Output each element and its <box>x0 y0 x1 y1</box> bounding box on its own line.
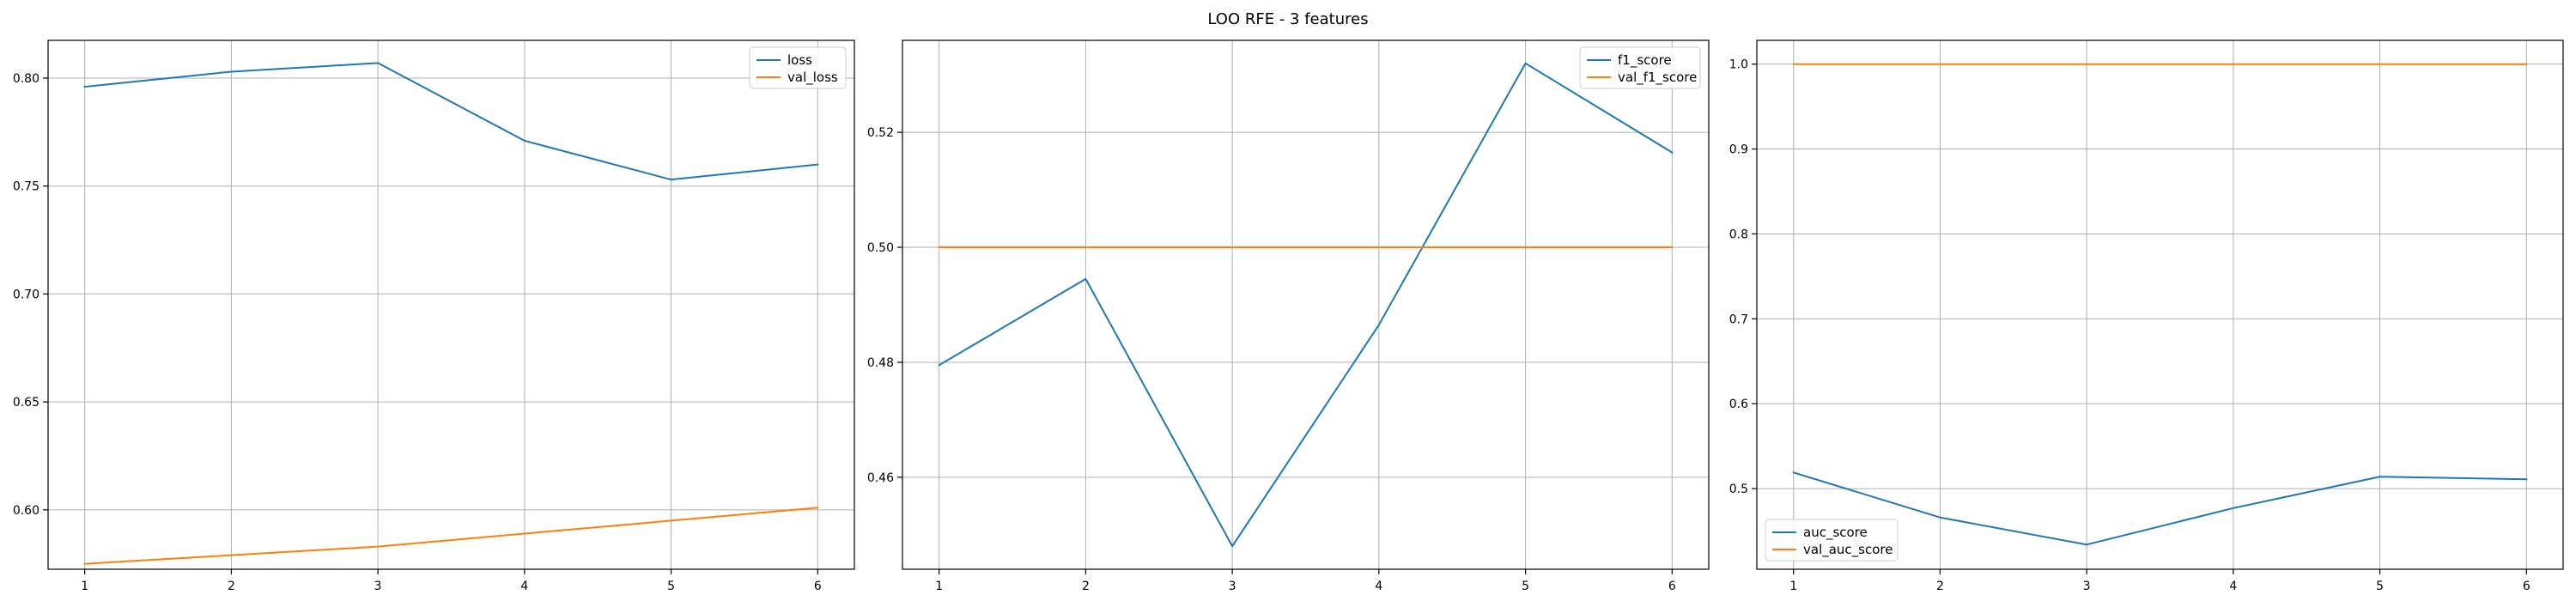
y-tick-label: 0.48 <box>867 356 894 370</box>
grid <box>48 40 854 569</box>
y-tick-label: 1.0 <box>1729 58 1748 72</box>
y-tick-label: 0.46 <box>867 471 894 485</box>
axes-frame <box>47 39 855 570</box>
subplot-1: 1 2 3 4 5 6 0.60 0.65 0.70 0.75 0.80 loss val_loss <box>13 39 855 593</box>
y-tick-label: 0.8 <box>1729 228 1748 241</box>
legend: loss val_loss <box>749 46 847 89</box>
y-tick-label: 0.9 <box>1729 143 1748 157</box>
legend-label-val_auc_score: val_auc_score <box>1803 542 1893 558</box>
x-tick-label: 2 <box>1936 580 1944 593</box>
x-tick-label: 5 <box>1522 580 1529 593</box>
x-tick-label: 1 <box>1789 580 1797 593</box>
y-tick-label: 0.75 <box>13 180 39 194</box>
y-tick-label: 0.50 <box>867 241 894 255</box>
subplot-3: 1 2 3 4 5 6 0.5 0.6 0.7 0.8 0.9 1.0 auc_scoreval_auc… <box>1729 39 2564 593</box>
legend-label-val_loss: val_loss <box>787 70 838 86</box>
legend-label-loss: loss <box>787 52 812 68</box>
x-tick-label: 3 <box>2083 580 2091 593</box>
legend-box <box>1765 519 1899 562</box>
x-tick-label: 1 <box>935 580 943 593</box>
series-line-val_loss <box>83 507 819 565</box>
grid <box>902 40 1709 569</box>
y-tick-label: 0.70 <box>13 288 39 301</box>
x-tick-label: 2 <box>228 580 235 593</box>
x-tick-label: 4 <box>2229 580 2237 593</box>
legend-label-val_f1_score: val_f1_score <box>1618 70 1697 86</box>
y-tick-label: 0.7 <box>1729 313 1748 326</box>
x-tick-label: 3 <box>1229 580 1236 593</box>
series-line-loss <box>83 62 819 181</box>
legend-label-auc_score: auc_score <box>1803 525 1868 541</box>
x-tick-label: 6 <box>2523 580 2530 593</box>
x-tick-label: 6 <box>1668 580 1676 593</box>
x-tick-label: 5 <box>2376 580 2384 593</box>
x-tick-label: 1 <box>81 580 88 593</box>
series-line-f1_score <box>938 62 1674 548</box>
x-tick-label: 3 <box>374 580 382 593</box>
series-line-auc_score <box>1792 471 2528 546</box>
y-tick-label: 0.60 <box>13 504 39 518</box>
x-tick-label: 4 <box>520 580 528 593</box>
grid <box>1757 40 2563 569</box>
axes-frame <box>902 39 1710 570</box>
x-tick-label: 4 <box>1375 580 1382 593</box>
x-tick-label: 5 <box>667 580 675 593</box>
axes-frame <box>1756 39 2564 570</box>
y-tick-label: 0.6 <box>1729 398 1748 411</box>
y-tick-label: 0.5 <box>1729 483 1748 496</box>
subplot-2: 1 2 3 4 5 6 0.46 0.48 0.50 0.52 f1_scoreval_f1_sco… <box>867 39 1710 593</box>
y-tick-label: 0.52 <box>867 126 894 140</box>
x-tick-label: 6 <box>814 580 822 593</box>
figure-title: LOO RFE - 3 features <box>1207 10 1368 28</box>
legend-label-f1_score: f1_score <box>1618 52 1672 69</box>
y-tick-label: 0.80 <box>13 72 39 86</box>
y-tick-label: 0.65 <box>13 396 39 410</box>
x-tick-label: 2 <box>1082 580 1090 593</box>
